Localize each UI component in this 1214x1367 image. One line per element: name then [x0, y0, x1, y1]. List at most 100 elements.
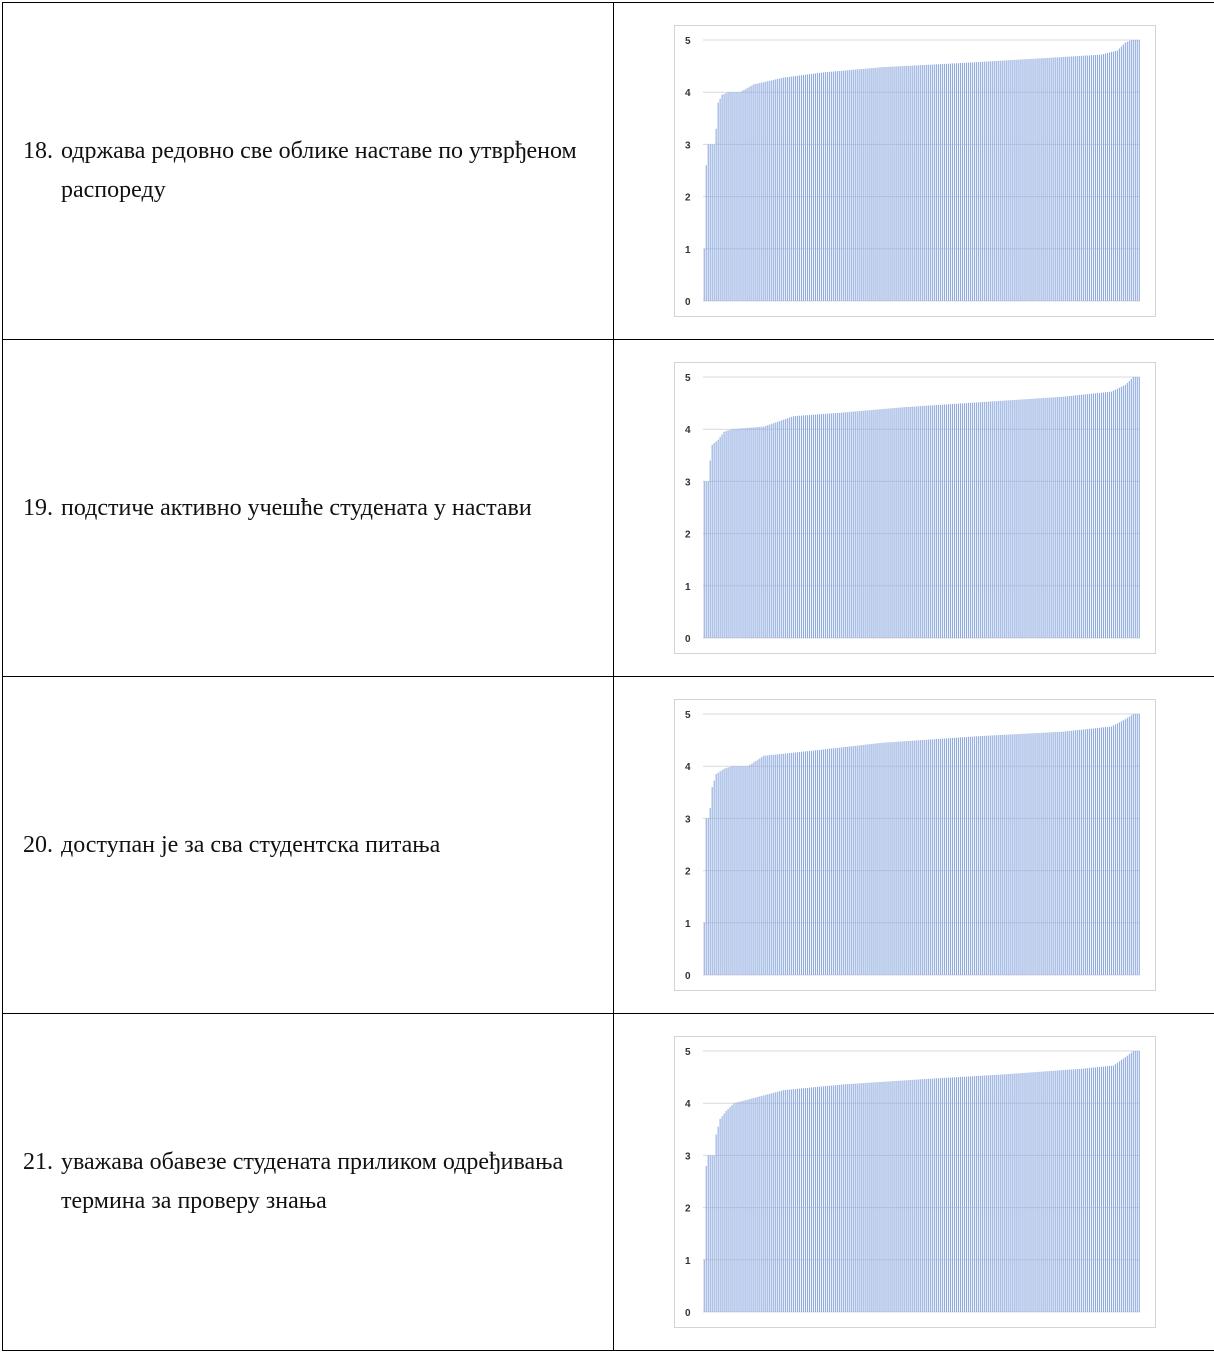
chart-bar	[803, 74, 805, 301]
chart-bar	[975, 62, 977, 302]
chart-bar	[890, 66, 892, 301]
chart-bar	[965, 62, 967, 302]
table-row: 20. доступан је за сва студентска питања…	[2, 676, 1214, 1014]
chart-bar	[805, 751, 807, 975]
chart-bar	[1011, 60, 1013, 301]
chart-bar	[705, 1165, 707, 1312]
chart-bar	[791, 1089, 793, 1312]
chart-bar	[1069, 396, 1071, 638]
chart-bar	[753, 84, 755, 301]
chart-bar	[868, 68, 870, 301]
chart-bar	[791, 416, 793, 638]
chart-bar	[888, 408, 890, 638]
chart-bar	[723, 1113, 725, 1312]
chart-bar	[769, 755, 771, 975]
chart-bar	[1011, 734, 1013, 975]
chart-bar	[993, 401, 995, 638]
chart-bar	[989, 401, 991, 638]
chart-bar	[1017, 1073, 1019, 1312]
chart-bar	[727, 430, 729, 638]
chart-bar	[1100, 1066, 1103, 1312]
chart-bar	[1035, 1072, 1037, 1312]
chart-bar	[757, 427, 759, 638]
chart-bar	[1045, 58, 1047, 301]
chart-bar	[854, 1083, 856, 1313]
chart-bar	[944, 1077, 946, 1312]
chart-bar	[1025, 59, 1027, 302]
chart-bar	[959, 63, 962, 301]
chart-bar	[723, 768, 725, 975]
chart-bar	[820, 414, 822, 638]
chart-bar	[846, 70, 848, 301]
chart-bar	[1021, 733, 1023, 975]
chart-bar	[1029, 398, 1031, 638]
chart-bar	[1053, 732, 1055, 975]
chart-bar	[922, 405, 924, 638]
chart-bar	[1120, 46, 1122, 301]
chart-bar	[876, 409, 878, 638]
chart-bar	[977, 402, 979, 638]
chart-bar	[1067, 731, 1069, 975]
chart-bar	[725, 1111, 727, 1312]
chart-bar	[932, 405, 934, 638]
chart-bar	[826, 413, 828, 638]
chart-bar	[1017, 399, 1019, 638]
chart-bar	[944, 404, 946, 638]
chart-bar	[733, 92, 735, 301]
chart-bar	[948, 738, 950, 975]
chart-bar	[908, 406, 910, 638]
chart-bar	[963, 1076, 965, 1312]
chart-bar	[810, 750, 813, 975]
chart-bar	[1114, 389, 1116, 638]
chart-bar	[721, 434, 723, 638]
chart-bar	[971, 1076, 973, 1312]
chart-bar	[985, 401, 987, 638]
chart-bar	[850, 69, 852, 302]
chart-bar	[1083, 394, 1085, 638]
chart-bar	[1063, 396, 1065, 638]
chart-bar	[902, 741, 904, 975]
chart-bar	[860, 745, 862, 975]
chart-bar	[1106, 53, 1109, 301]
chart-bar	[1093, 393, 1095, 638]
chart-bar	[810, 414, 813, 638]
chart-bar	[836, 747, 838, 975]
chart-bar	[926, 405, 928, 638]
chart-bar	[955, 63, 958, 301]
chart-bar	[967, 402, 969, 638]
chart-bar	[1130, 378, 1132, 638]
chart-bar	[805, 415, 807, 638]
chart-bar	[1077, 56, 1079, 301]
chart-bar	[936, 64, 938, 301]
chart-bar	[1073, 395, 1075, 638]
chart-bar	[799, 752, 801, 975]
rating-chart: 0 1 2 3 4 5	[674, 699, 1156, 991]
chart-bar	[783, 77, 785, 301]
y-tick-label: 3	[685, 140, 691, 151]
chart-bar	[1021, 1073, 1023, 1312]
chart-bar	[795, 1089, 797, 1312]
chart-bar	[846, 412, 848, 638]
chart-bar	[1102, 1066, 1105, 1312]
question-number: 20.	[23, 831, 53, 858]
chart-bar	[934, 1078, 936, 1312]
chart-bar	[830, 1085, 832, 1312]
chart-bar	[924, 739, 926, 975]
chart-cell: 0 1 2 3 4 5	[613, 1013, 1214, 1351]
chart-bar	[842, 1084, 844, 1312]
chart-bar	[1009, 1073, 1011, 1312]
chart-bar	[858, 745, 860, 975]
chart-bar	[830, 748, 832, 975]
chart-bar	[1089, 1067, 1091, 1312]
chart-bar	[902, 1080, 904, 1312]
chart-bar	[969, 62, 971, 301]
chart-bar	[1031, 58, 1033, 301]
chart-bar	[1029, 1072, 1031, 1312]
chart-bar	[729, 766, 731, 975]
chart-bar	[767, 81, 769, 301]
chart-bar	[876, 743, 878, 975]
chart-bar	[836, 1084, 838, 1312]
chart-bar	[1073, 1069, 1075, 1312]
chart-bar	[763, 426, 765, 638]
chart-bar	[884, 67, 886, 301]
